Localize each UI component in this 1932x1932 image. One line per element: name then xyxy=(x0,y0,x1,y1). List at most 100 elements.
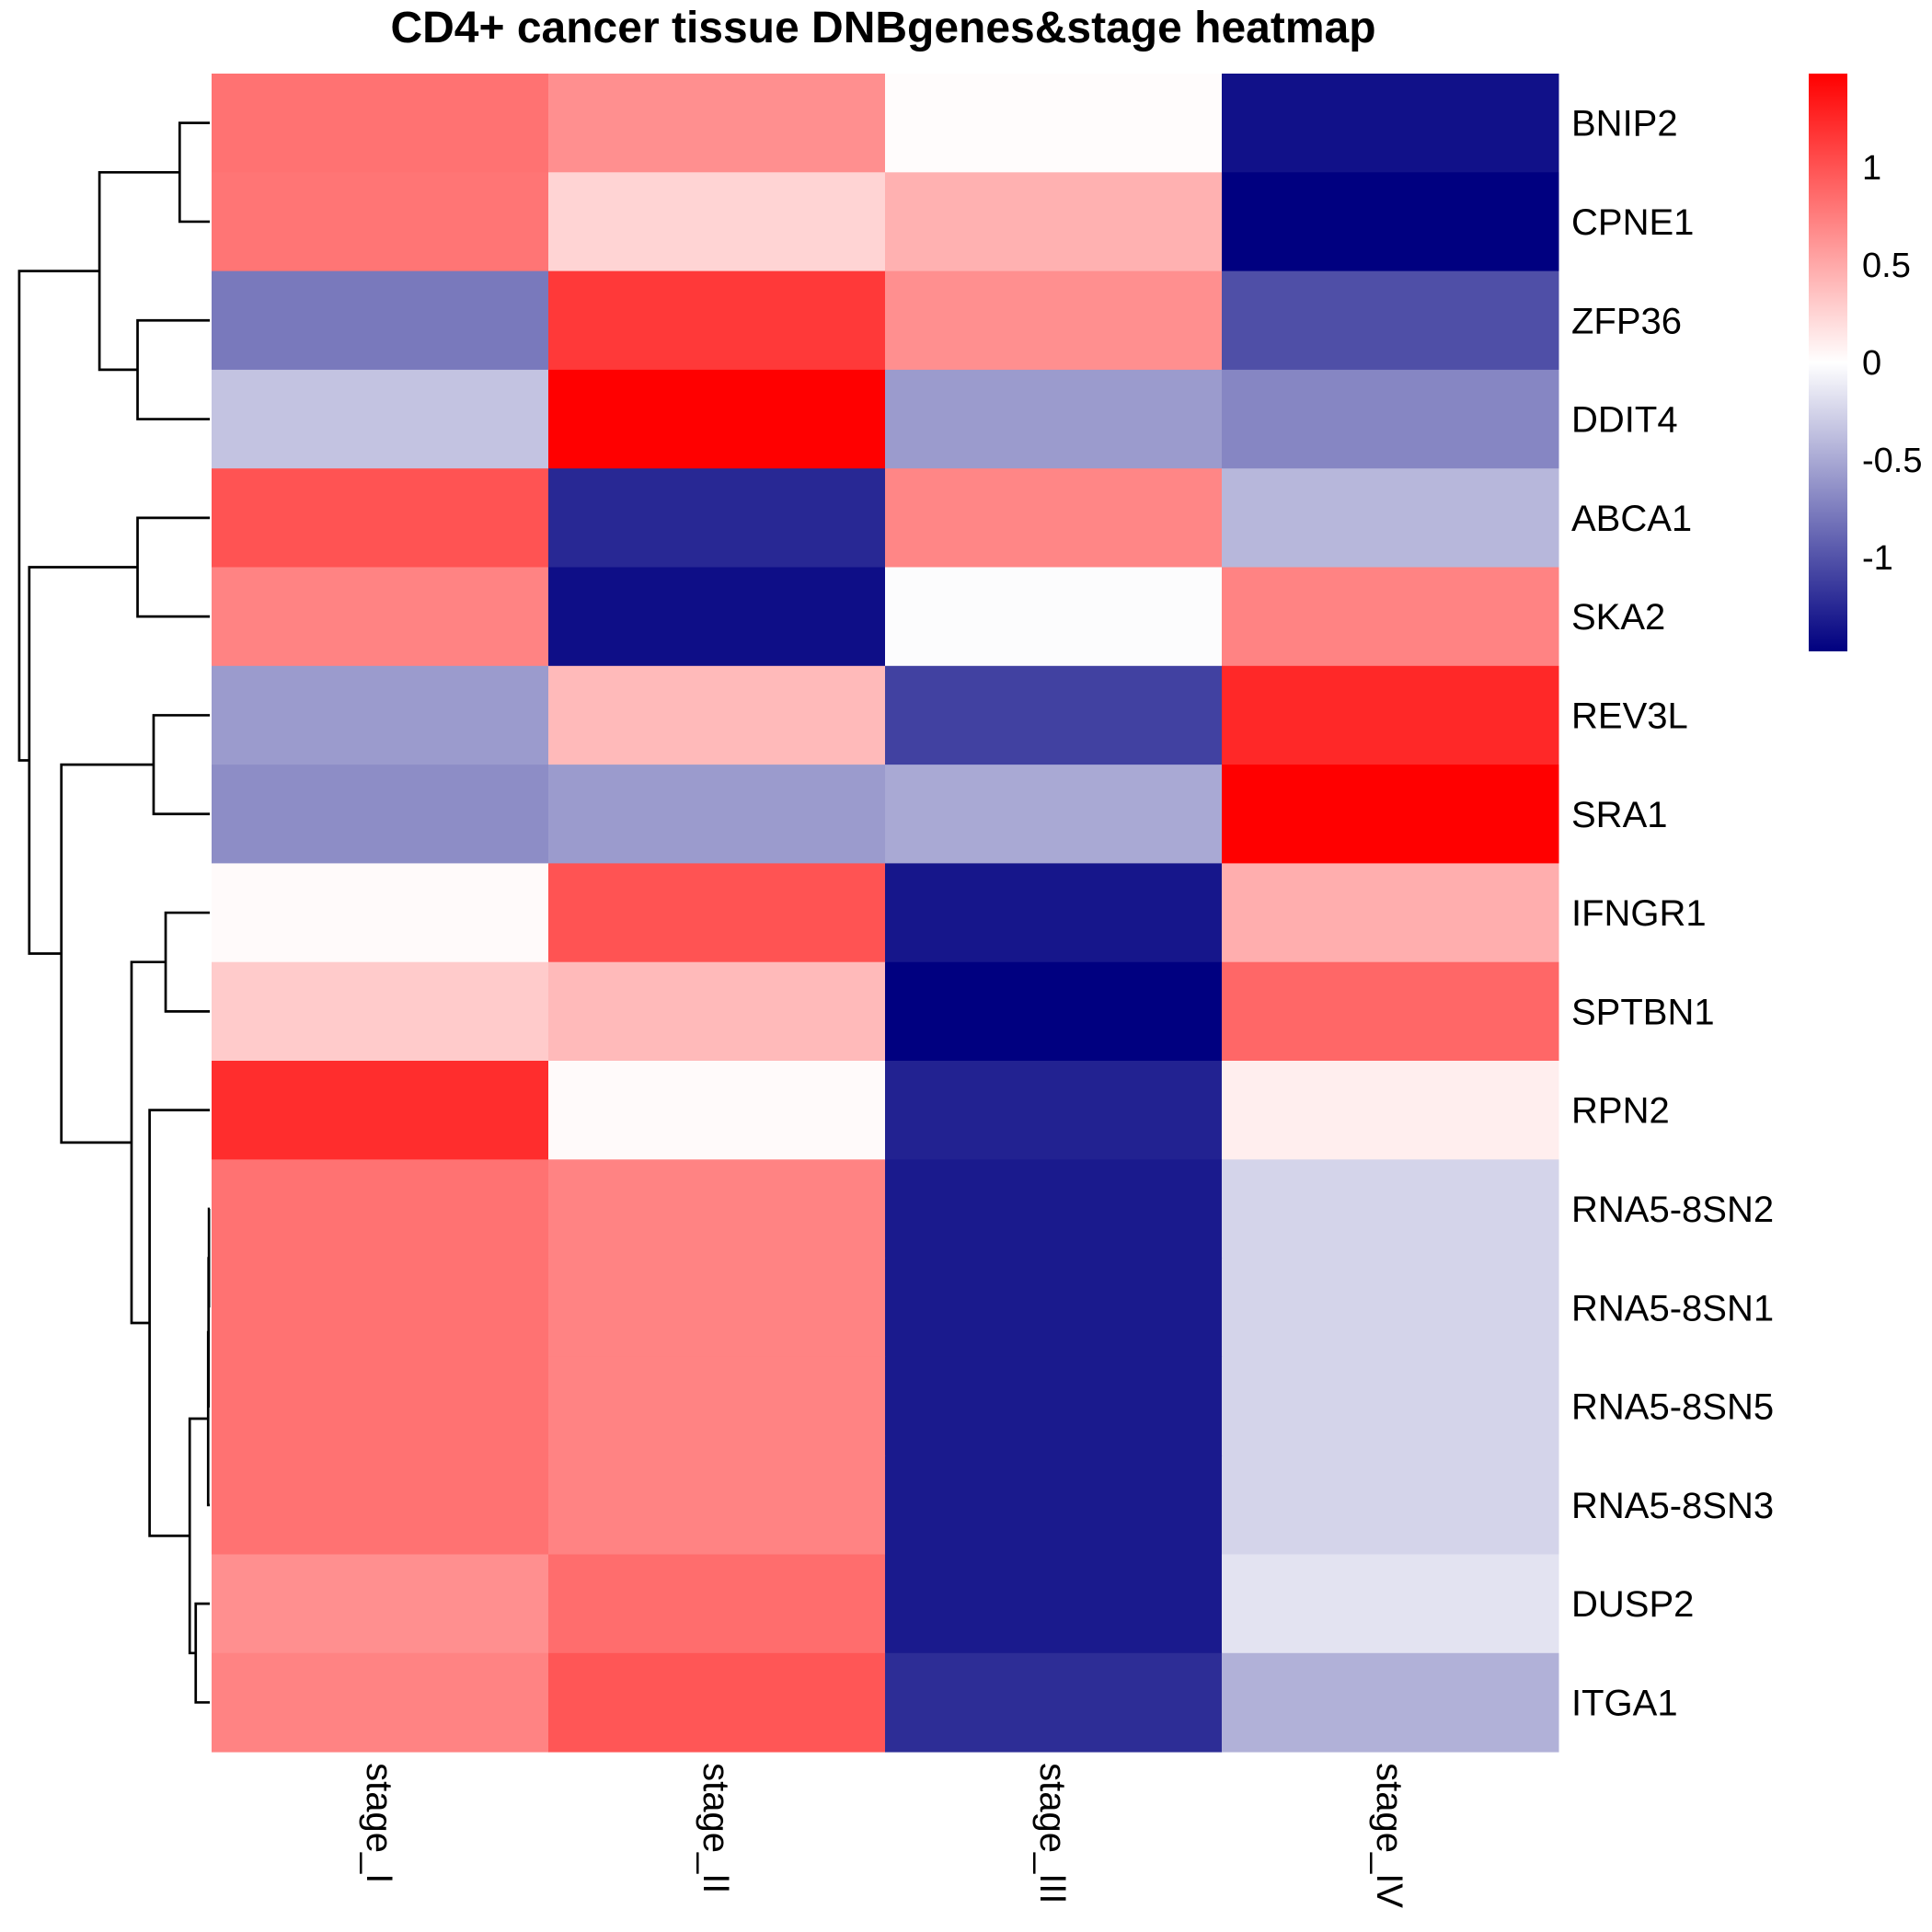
row-label-bnip2: BNIP2 xyxy=(1571,104,1678,144)
cell-rna5-8sn2-stage-iv xyxy=(1222,1159,1559,1259)
cell-ddit4-stage-iv xyxy=(1222,369,1559,469)
cell-bnip2-stage-ii xyxy=(548,74,886,173)
cell-rpn2-stage-i xyxy=(212,1061,549,1160)
cell-rna5-8sn2-stage-iii xyxy=(885,1159,1223,1259)
row-dendrogram xyxy=(17,121,211,1704)
row-label-rpn2: RPN2 xyxy=(1571,1091,1670,1132)
cell-ifngr1-stage-ii xyxy=(548,863,886,963)
color-legend: 1 0.5 0 -0.5 -1 xyxy=(1809,74,1922,651)
cell-rpn2-stage-ii xyxy=(548,1061,886,1160)
dendrogram-branch-5 xyxy=(164,911,210,1013)
cell-dusp2-stage-i xyxy=(212,1554,549,1654)
row-label-ifngr1: IFNGR1 xyxy=(1571,893,1707,934)
cell-dusp2-stage-iv xyxy=(1222,1554,1559,1654)
dendrogram-branch-2 xyxy=(98,170,180,372)
cell-rev3l-stage-iv xyxy=(1222,665,1559,765)
cell-rna5-8sn1-stage-ii xyxy=(548,1258,886,1358)
legend-tick-labels: 1 0.5 0 -0.5 -1 xyxy=(1862,149,1922,578)
cell-ddit4-stage-ii xyxy=(548,369,886,469)
cell-rna5-8sn3-stage-i xyxy=(212,1455,549,1555)
cell-ska2-stage-iii xyxy=(885,567,1223,667)
cell-rna5-8sn5-stage-iii xyxy=(885,1356,1223,1456)
row-label-ska2: SKA2 xyxy=(1571,597,1665,638)
cell-rev3l-stage-i xyxy=(212,665,549,765)
cell-abca1-stage-i xyxy=(212,468,549,568)
cell-cpne1-stage-iii xyxy=(885,172,1223,272)
row-label-dusp2: DUSP2 xyxy=(1571,1584,1694,1625)
row-label-zfp36: ZFP36 xyxy=(1571,301,1682,341)
column-label-stage-iii: stage_III xyxy=(1032,1763,1073,1903)
cell-itga1-stage-ii xyxy=(548,1652,886,1753)
row-label-abca1: ABCA1 xyxy=(1571,499,1692,539)
cell-sra1-stage-iii xyxy=(885,765,1223,864)
legend-tick-label: -0.5 xyxy=(1862,442,1922,480)
cell-rna5-8sn1-stage-iii xyxy=(885,1258,1223,1358)
cell-zfp36-stage-iv xyxy=(1222,270,1559,371)
cell-rna5-8sn5-stage-iv xyxy=(1222,1356,1559,1456)
cell-sptbn1-stage-i xyxy=(212,961,549,1062)
row-label-rev3l: REV3L xyxy=(1571,696,1688,736)
cell-sptbn1-stage-iv xyxy=(1222,961,1559,1062)
dendrogram-branch-1 xyxy=(136,318,210,420)
cell-rna5-8sn5-stage-ii xyxy=(548,1356,886,1456)
row-label-cpne1: CPNE1 xyxy=(1571,202,1694,243)
cell-ska2-stage-iv xyxy=(1222,567,1559,667)
cell-itga1-stage-i xyxy=(212,1652,549,1753)
cell-abca1-stage-iii xyxy=(885,468,1223,568)
cell-sptbn1-stage-iii xyxy=(885,961,1223,1062)
cell-ddit4-stage-iii xyxy=(885,369,1223,469)
cell-rna5-8sn3-stage-ii xyxy=(548,1455,886,1555)
cell-dusp2-stage-iii xyxy=(885,1554,1223,1654)
cell-ska2-stage-i xyxy=(212,567,549,667)
cell-itga1-stage-iv xyxy=(1222,1652,1559,1753)
cell-zfp36-stage-ii xyxy=(548,270,886,371)
legend-tick-label: -1 xyxy=(1862,539,1893,578)
dendrogram-branch-9 xyxy=(194,1602,210,1704)
column-label-stage-ii: stage_II xyxy=(696,1763,736,1893)
cell-rpn2-stage-iii xyxy=(885,1061,1223,1160)
cell-bnip2-stage-iii xyxy=(885,74,1223,173)
dendrogram-branch-10 xyxy=(188,1417,209,1655)
cell-sra1-stage-ii xyxy=(548,765,886,864)
cell-sra1-stage-i xyxy=(212,765,549,864)
row-label-sra1: SRA1 xyxy=(1571,795,1668,835)
dendrogram-branch-0 xyxy=(178,121,210,224)
heatmap-cells xyxy=(212,74,1559,1753)
row-label-ddit4: DDIT4 xyxy=(1571,400,1678,441)
cell-cpne1-stage-ii xyxy=(548,172,886,272)
chart-title: CD4+ cancer tissue DNBgenes&stage heatma… xyxy=(390,4,1375,52)
cell-abca1-stage-iv xyxy=(1222,468,1559,568)
cell-ska2-stage-ii xyxy=(548,567,886,667)
cell-abca1-stage-ii xyxy=(548,468,886,568)
cell-rna5-8sn2-stage-i xyxy=(212,1159,549,1259)
cell-sptbn1-stage-ii xyxy=(548,961,886,1062)
column-labels: stage_I stage_II stage_III stage_IV xyxy=(359,1763,1409,1908)
cell-itga1-stage-iii xyxy=(885,1652,1223,1753)
row-labels: BNIP2 CPNE1 ZFP36 DDIT4 ABCA1 SKA2 REV3L SRA1 IF… xyxy=(1571,104,1774,1724)
cell-zfp36-stage-iii xyxy=(885,270,1223,371)
cell-cpne1-stage-i xyxy=(212,172,549,272)
column-label-stage-i: stage_I xyxy=(359,1763,399,1883)
dendrogram-branch-4 xyxy=(152,714,210,816)
row-label-rna5-8sn5: RNA5-8SN5 xyxy=(1571,1387,1774,1428)
row-label-rna5-8sn3: RNA5-8SN3 xyxy=(1571,1486,1774,1526)
cell-rev3l-stage-ii xyxy=(548,665,886,765)
cell-rpn2-stage-iv xyxy=(1222,1061,1559,1160)
cell-rna5-8sn1-stage-i xyxy=(212,1258,549,1358)
cell-sra1-stage-iv xyxy=(1222,765,1559,864)
cell-ifngr1-stage-i xyxy=(212,863,549,963)
legend-tick-label: 0 xyxy=(1862,344,1881,383)
legend-color-bar xyxy=(1809,74,1847,651)
cell-ifngr1-stage-iii xyxy=(885,863,1223,963)
column-label-stage-iv: stage_IV xyxy=(1369,1763,1409,1908)
cell-bnip2-stage-iv xyxy=(1222,74,1559,173)
cell-dusp2-stage-ii xyxy=(548,1554,886,1654)
cell-ddit4-stage-i xyxy=(212,369,549,469)
row-label-itga1: ITGA1 xyxy=(1571,1683,1678,1723)
dendrogram-branch-14 xyxy=(28,566,138,955)
cell-bnip2-stage-i xyxy=(212,74,549,173)
dendrogram-branch-11 xyxy=(148,1109,210,1537)
dendrogram-branch-3 xyxy=(136,516,210,618)
dendrogram-branch-13 xyxy=(60,763,154,1144)
